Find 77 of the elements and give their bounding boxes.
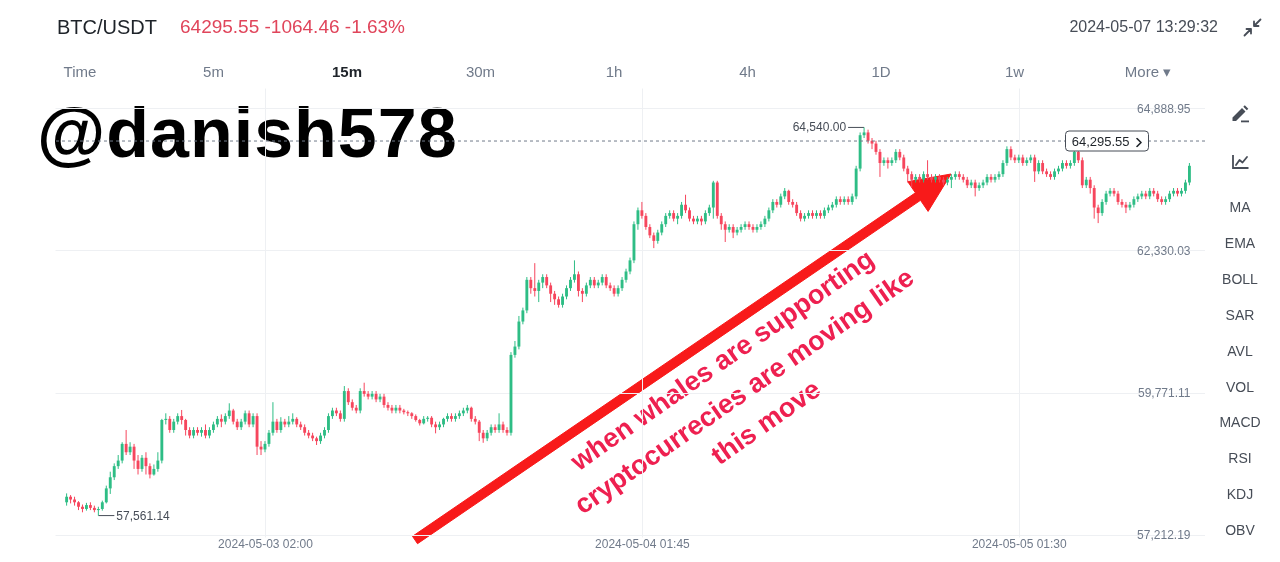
text: MACD xyxy=(1219,414,1261,431)
candlestick xyxy=(1124,201,1128,214)
text: SAR xyxy=(1225,306,1255,323)
text: MA xyxy=(1229,198,1251,216)
candlestick xyxy=(985,173,989,186)
candlestick xyxy=(1132,195,1136,209)
candlestick xyxy=(489,423,493,437)
candlestick xyxy=(493,423,497,434)
annotation: 64,540.00 xyxy=(792,120,847,135)
candlestick xyxy=(132,443,136,470)
text: 2024-05-07 13:29:32 xyxy=(1069,17,1218,37)
candlestick xyxy=(497,412,501,434)
y-tick-label: 59,771.11 xyxy=(1138,386,1191,401)
candlestick xyxy=(279,416,283,434)
text: 1D xyxy=(871,63,891,81)
text: BOLL xyxy=(1222,270,1258,287)
x-tick-label: 2024-05-03 02:00 xyxy=(218,536,314,551)
text: EMA xyxy=(1224,234,1256,251)
candlestick xyxy=(398,404,402,414)
text: OBV xyxy=(1225,522,1255,539)
candlestick xyxy=(120,441,124,464)
candlestick xyxy=(124,429,128,456)
candlestick xyxy=(573,259,576,284)
candlestick xyxy=(366,390,370,400)
candlestick xyxy=(926,159,929,181)
y-tick-label: 57,212.19 xyxy=(1137,528,1191,543)
candlestick xyxy=(882,156,886,167)
y-tick-label: 62,330.03 xyxy=(1137,243,1191,258)
candlestick xyxy=(374,390,378,403)
candlestick xyxy=(1128,201,1132,211)
candlestick xyxy=(890,156,894,167)
candlestick xyxy=(327,412,330,434)
tag-outline: 64,295.55 xyxy=(1064,130,1149,152)
candlestick xyxy=(759,220,763,231)
text: 4h xyxy=(739,63,756,81)
candlestick xyxy=(370,390,374,400)
candlestick xyxy=(886,156,890,170)
candlestick xyxy=(549,282,553,303)
text: 1h xyxy=(605,63,623,81)
candlestick xyxy=(108,471,112,495)
x-tick-label: 2024-05-05 01:30 xyxy=(971,536,1068,551)
candlestick xyxy=(1092,184,1096,220)
candlestick xyxy=(537,279,541,303)
chart-subtitle: 64295.55 -1064.46 -1.63% xyxy=(180,16,406,38)
candlestick xyxy=(1187,162,1191,186)
candlestick xyxy=(477,419,481,442)
text: 5m xyxy=(203,63,224,81)
candlestick xyxy=(684,194,687,214)
candlestick xyxy=(576,270,580,298)
candlestick xyxy=(977,181,981,192)
candlestick xyxy=(358,387,362,414)
candlestick xyxy=(723,220,727,243)
candlestick xyxy=(394,404,398,414)
text: 1w xyxy=(1004,63,1025,81)
candlestick xyxy=(735,226,739,236)
text: Time xyxy=(63,63,97,81)
text: More ▾ xyxy=(1124,63,1172,81)
candlestick xyxy=(739,223,743,234)
text: KDJ xyxy=(1226,486,1254,503)
candlestick xyxy=(152,463,156,477)
ref-line-label: 64,295.55 xyxy=(1071,133,1130,149)
text: AVL xyxy=(1227,342,1253,359)
annotation: 57,561.14 xyxy=(116,508,171,523)
candlestick xyxy=(1096,204,1100,224)
y-tick-label: 64,888.95 xyxy=(1137,101,1191,116)
candlestick xyxy=(533,262,537,298)
text: RSI xyxy=(1228,450,1252,467)
chart-title: BTC/USDT xyxy=(57,15,157,39)
candlestick xyxy=(1033,154,1037,183)
text: 15m xyxy=(331,63,363,81)
text: VOL xyxy=(1225,378,1255,395)
text: 30m xyxy=(465,63,496,81)
candlestick xyxy=(612,284,616,298)
annotation: @danish578 xyxy=(37,94,458,172)
candlestick xyxy=(128,441,132,456)
candlestick xyxy=(164,412,168,425)
x-tick-label: 2024-05-04 01:45 xyxy=(595,536,691,551)
